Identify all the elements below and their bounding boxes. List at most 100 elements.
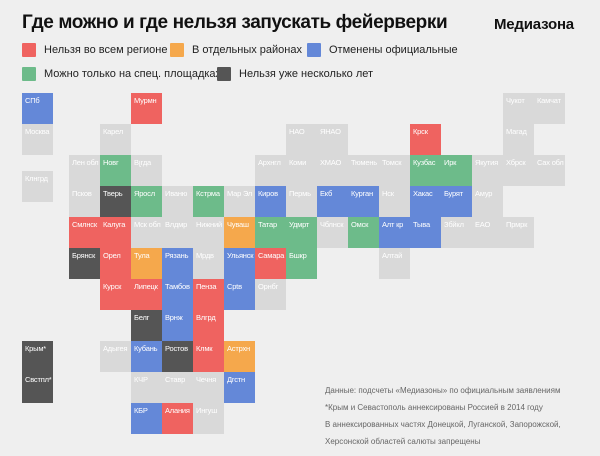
region-tile: Чукот: [503, 93, 534, 124]
region-tile: ХМАО: [317, 155, 348, 186]
swatch-icon: [307, 43, 321, 57]
region-tile: Вլгда: [131, 155, 162, 186]
region-tile: Врнж: [162, 310, 193, 341]
legend-label: Нельзя уже несколько лет: [239, 68, 374, 80]
legend-label: Можно только на спец. площадках: [44, 68, 222, 80]
region-tile: Тюмень: [348, 155, 379, 186]
region-tile: Ставр: [162, 372, 193, 403]
swatch-icon: [217, 67, 231, 81]
region-tile: Самара: [255, 248, 286, 279]
region-tile: Свстпл*: [22, 372, 53, 403]
region-tile: НАО: [286, 124, 317, 155]
region-tile: КБР: [131, 403, 162, 434]
footnote-annexed-cont: Херсонской областей салюты запрещены: [325, 437, 481, 446]
region-tile: Калуга: [100, 217, 131, 248]
region-tile: Ирк: [441, 155, 472, 186]
region-tile: Астрхн: [224, 341, 255, 372]
region-tile: Кстрма: [193, 186, 224, 217]
region-tile: Омск: [348, 217, 379, 248]
footnote-annexed: В аннексированных частях Донецкой, Луган…: [325, 420, 561, 429]
region-tile: КЧР: [131, 372, 162, 403]
region-tile: Прмрк: [503, 217, 534, 248]
legend-item-dark: Нельзя уже несколько лет: [217, 66, 373, 82]
region-tile: Крым*: [22, 341, 53, 372]
region-tile: Пенза: [193, 279, 224, 310]
brand-logo: Медиазона: [494, 16, 574, 33]
region-tile: Мурмн: [131, 93, 162, 124]
region-tile: Алт кр: [379, 217, 410, 248]
region-tile: Липецк: [131, 279, 162, 310]
source-note: Данные: подсчеты «Медиазоны» по официаль…: [325, 386, 561, 395]
region-tile: Бшкр: [286, 248, 317, 279]
region-tile: Сах обл: [534, 155, 565, 186]
swatch-icon: [170, 43, 184, 57]
region-tile: Карел: [100, 124, 131, 155]
region-tile: Камчат: [534, 93, 565, 124]
region-tile: Хбрск: [503, 155, 534, 186]
region-tile: Нижний: [193, 217, 224, 248]
swatch-icon: [22, 43, 36, 57]
region-tile: Влдмр: [162, 217, 193, 248]
region-tile: Курск: [100, 279, 131, 310]
region-tile: Мрдв: [193, 248, 224, 279]
region-tile: Коми: [286, 155, 317, 186]
region-tile: Бурят: [441, 186, 472, 217]
region-tile: Яросл: [131, 186, 162, 217]
region-tile: ЯНАО: [317, 124, 348, 155]
region-tile: Курган: [348, 186, 379, 217]
region-tile: Тверь: [100, 186, 131, 217]
region-tile: Иваню: [162, 186, 193, 217]
region-tile: Чблнск: [317, 217, 348, 248]
region-tile: Ульянск: [224, 248, 255, 279]
region-tile: Брянск: [69, 248, 100, 279]
region-tile: Клнгрд: [22, 171, 53, 202]
legend-item-red: Нельзя во всем регионе: [22, 42, 167, 58]
region-tile: Тула: [131, 248, 162, 279]
region-tile: Псков: [69, 186, 100, 217]
region-tile: Збйкл: [441, 217, 472, 248]
legend-item-orange: В отдельных районах: [170, 42, 302, 58]
region-tile: Дгстн: [224, 372, 255, 403]
region-tile: Рязань: [162, 248, 193, 279]
region-tile: Мск обл: [131, 217, 162, 248]
legend-label: Нельзя во всем регионе: [44, 44, 168, 56]
region-tile: Алания: [162, 403, 193, 434]
footnote-crimea: *Крым и Севастополь аннексированы Россие…: [325, 403, 543, 412]
region-tile: Орел: [100, 248, 131, 279]
legend-label: В отдельных районах: [192, 44, 302, 56]
region-tile: Алтай: [379, 248, 410, 279]
region-tile: Пермь: [286, 186, 317, 217]
region-tile: Кузбас: [410, 155, 441, 186]
region-tile: Адыгея: [100, 341, 131, 372]
region-tile: Кубань: [131, 341, 162, 372]
region-tile: Смлнск: [69, 217, 100, 248]
region-tile: Чуваш: [224, 217, 255, 248]
region-tile: Чечня: [193, 372, 224, 403]
swatch-icon: [22, 67, 36, 81]
region-tile: Амур: [472, 186, 503, 217]
region-tile: Нск: [379, 186, 410, 217]
region-tile: Срtв: [224, 279, 255, 310]
region-tile: Хакас: [410, 186, 441, 217]
region-tile: Магад: [503, 124, 534, 155]
region-tile: Ростов: [162, 341, 193, 372]
region-tile: Влгрд: [193, 310, 224, 341]
region-tile: СПб: [22, 93, 53, 124]
region-tile: Клмк: [193, 341, 224, 372]
region-tile: Киров: [255, 186, 286, 217]
region-tile: Ингуш: [193, 403, 224, 434]
region-tile: Удмрт: [286, 217, 317, 248]
region-tile: Архнгл: [255, 155, 286, 186]
region-tile: Мар Эл: [224, 186, 255, 217]
region-tile: Тамбов: [162, 279, 193, 310]
region-tile: Екб: [317, 186, 348, 217]
legend-label: Отменены официальные: [329, 44, 458, 56]
legend-item-green: Можно только на спец. площадках: [22, 66, 221, 82]
region-tile: Орнбг: [255, 279, 286, 310]
region-tile: Тыва: [410, 217, 441, 248]
region-tile: Москва: [22, 124, 53, 155]
region-tile: Томск: [379, 155, 410, 186]
page-title: Где можно и где нельзя запускать фейерве…: [22, 12, 448, 33]
legend-item-blue: Отменены официальные: [307, 42, 458, 58]
region-tile: Новг: [100, 155, 131, 186]
